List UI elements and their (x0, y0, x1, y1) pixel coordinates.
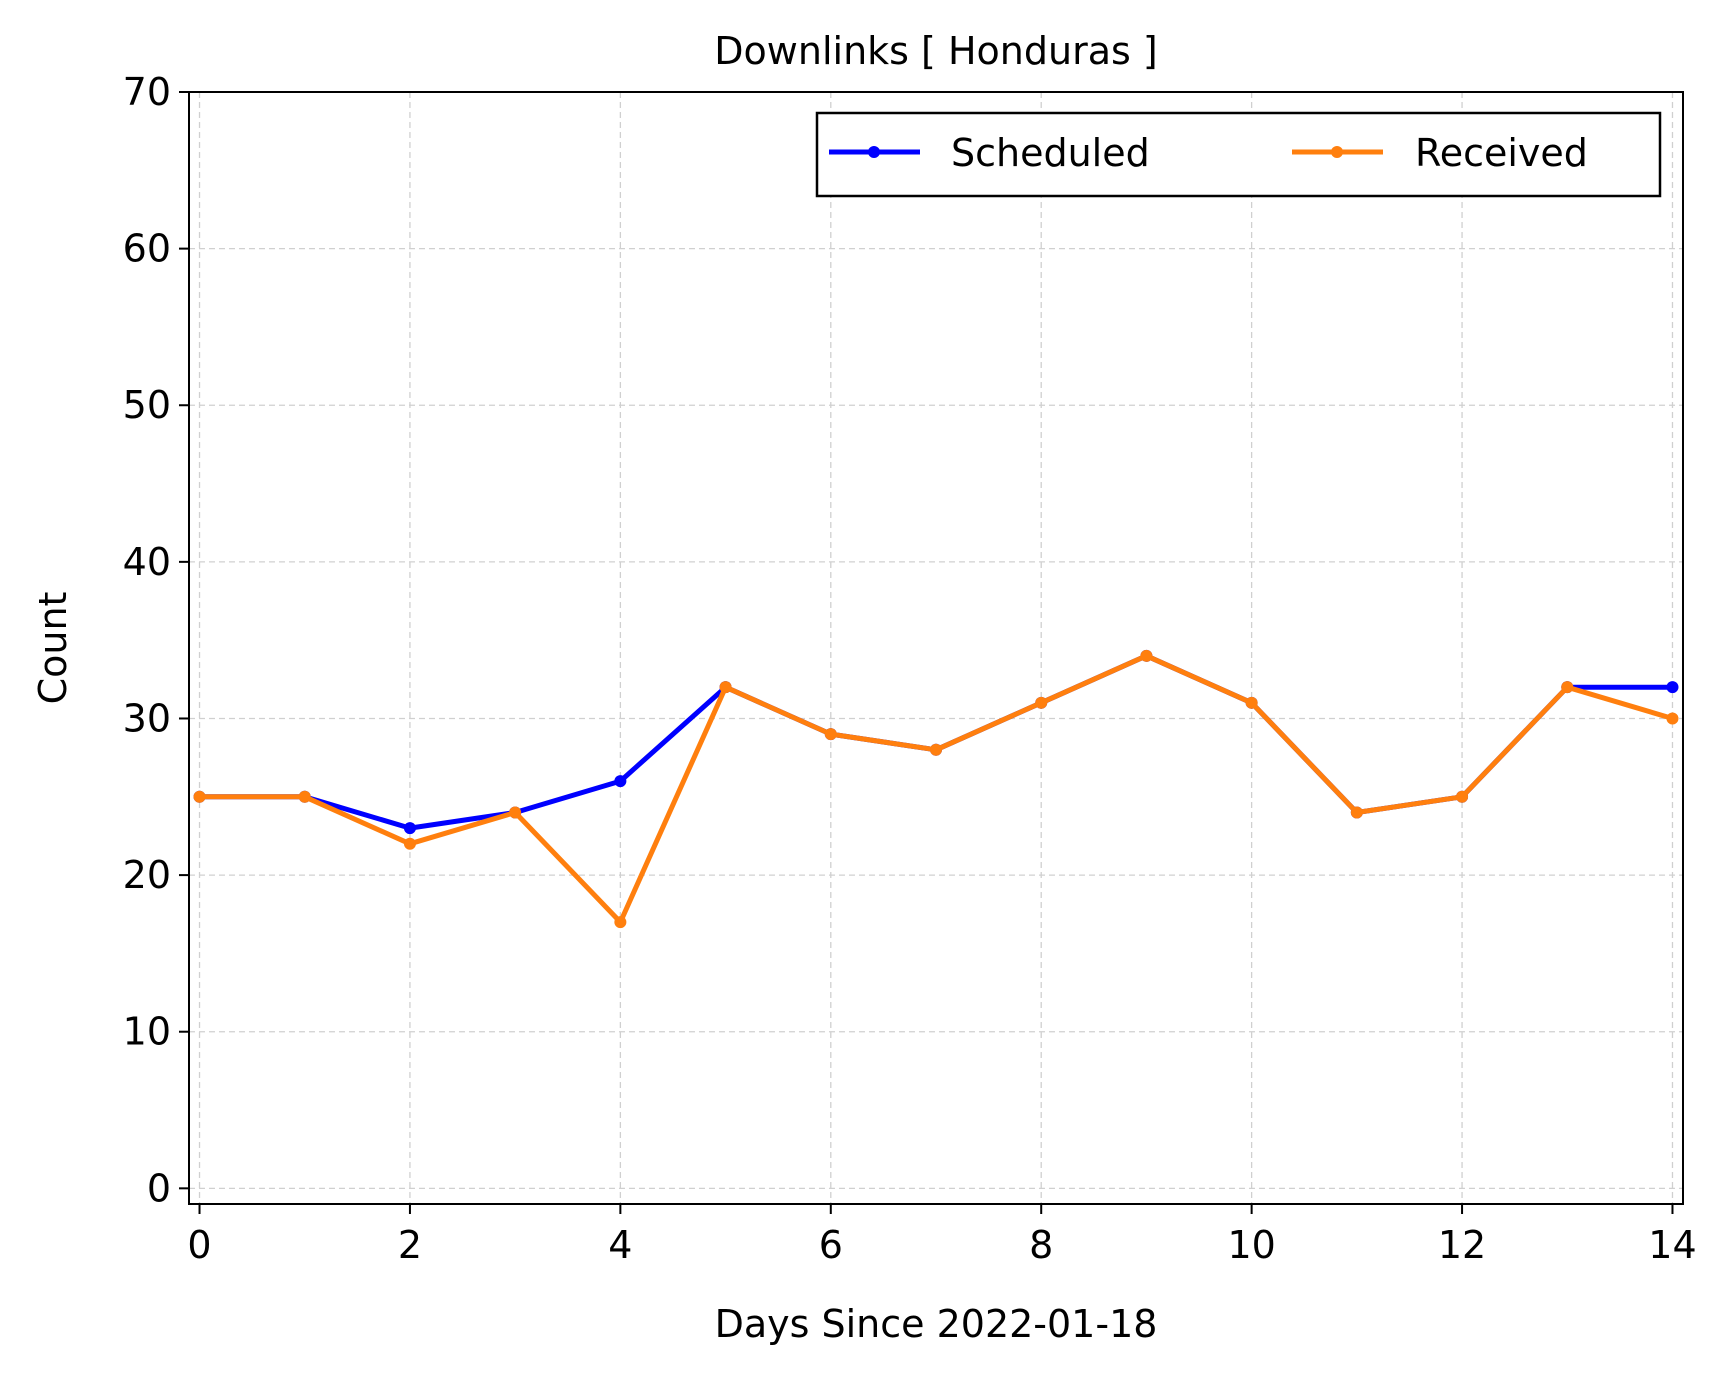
data-point-received (298, 790, 311, 803)
legend: Scheduled Received (815, 111, 1662, 198)
legend-label-scheduled: Scheduled (951, 131, 1150, 175)
grid (189, 91, 1683, 1204)
x-tick-label: 2 (398, 1223, 422, 1267)
data-point-received (403, 837, 416, 850)
x-axis-label: Days Since 2022-01-18 (715, 1302, 1158, 1346)
series-line-received (197, 653, 1675, 925)
x-tick-label: 8 (1029, 1223, 1053, 1267)
x-tick-label: 12 (1438, 1223, 1486, 1267)
series-scheduled (193, 649, 1679, 835)
plot-series (193, 649, 1679, 929)
data-point-received (1350, 806, 1363, 819)
x-tick-label: 0 (187, 1223, 211, 1267)
legend-label-received: Received (1415, 131, 1588, 175)
data-point-scheduled (614, 775, 627, 788)
data-point-received (509, 806, 522, 819)
data-point-received (824, 728, 837, 741)
data-point-received (1140, 649, 1153, 662)
axes-frame (188, 91, 1684, 1205)
x-tick-label: 14 (1648, 1223, 1696, 1267)
axis-ticks: 0 2 4 6 8 10 12 14 0 10 20 30 40 50 60 70 (123, 70, 1697, 1267)
series-received (193, 649, 1679, 929)
data-point-received (1456, 790, 1469, 803)
data-point-received (1245, 696, 1258, 709)
y-tick-label: 60 (123, 227, 171, 271)
data-point-received (719, 681, 732, 694)
y-tick-label: 40 (123, 540, 171, 584)
series-line-scheduled (197, 653, 1675, 831)
legend-marker-scheduled (868, 146, 880, 158)
data-point-received (1035, 696, 1048, 709)
y-tick-label: 70 (123, 70, 171, 114)
y-tick-label: 10 (123, 1010, 171, 1054)
data-point-received (1561, 681, 1574, 694)
data-point-received (193, 790, 206, 803)
data-point-received (614, 916, 627, 929)
data-point-received (930, 743, 942, 756)
data-point-scheduled (1666, 681, 1679, 694)
x-tick-label: 10 (1227, 1223, 1275, 1267)
y-axis-label: Count (31, 592, 75, 705)
chart-title: Downlinks [ Honduras ] (714, 29, 1157, 73)
y-tick-label: 0 (147, 1166, 171, 1210)
y-tick-label: 50 (123, 383, 171, 427)
data-point-scheduled (403, 822, 416, 835)
x-tick-label: 6 (819, 1223, 843, 1267)
x-tick-label: 4 (608, 1223, 632, 1267)
legend-box (815, 111, 1662, 198)
data-point-received (1666, 712, 1679, 725)
y-tick-label: 30 (123, 696, 171, 740)
legend-marker-received (1331, 146, 1343, 158)
y-tick-label: 20 (123, 853, 171, 897)
